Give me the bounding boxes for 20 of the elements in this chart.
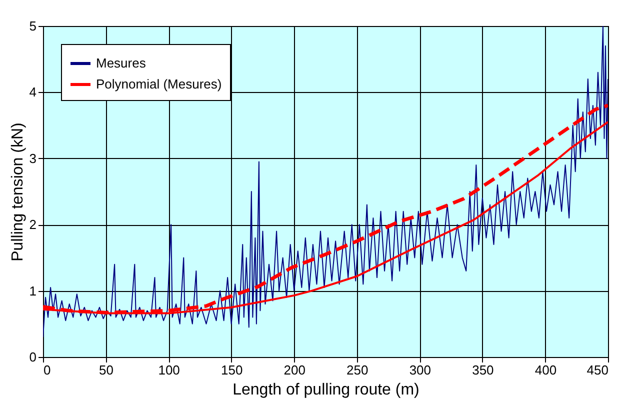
x-tick-label: 50 [99,362,114,378]
y-tick-label: 2 [29,217,36,232]
y-tick-label: 5 [29,18,36,34]
x-tick-label: 300 [409,362,432,378]
x-axis-title: Length of pulling route (m) [232,382,420,398]
y-axis-title: Pulling tension (kN) [9,122,26,262]
legend-label: Polynomial (Mesures) [96,76,222,92]
y-tick-label: 1 [29,283,36,298]
y-tick-label: 3 [29,150,36,166]
x-tick-label: 100 [158,362,180,378]
legend-label: Mesures [96,56,146,70]
x-tick-label: 400 [534,362,557,378]
x-tick-label: 450 [586,362,608,378]
y-tick-label: 0 [29,350,36,364]
x-tick-label: 350 [472,362,494,378]
x-tick-label: 200 [284,362,306,378]
x-tick-label: 250 [346,362,368,378]
y-tick-label: 4 [29,84,36,100]
x-tick-label: 150 [220,362,243,378]
x-tick-label: 0 [44,362,51,378]
